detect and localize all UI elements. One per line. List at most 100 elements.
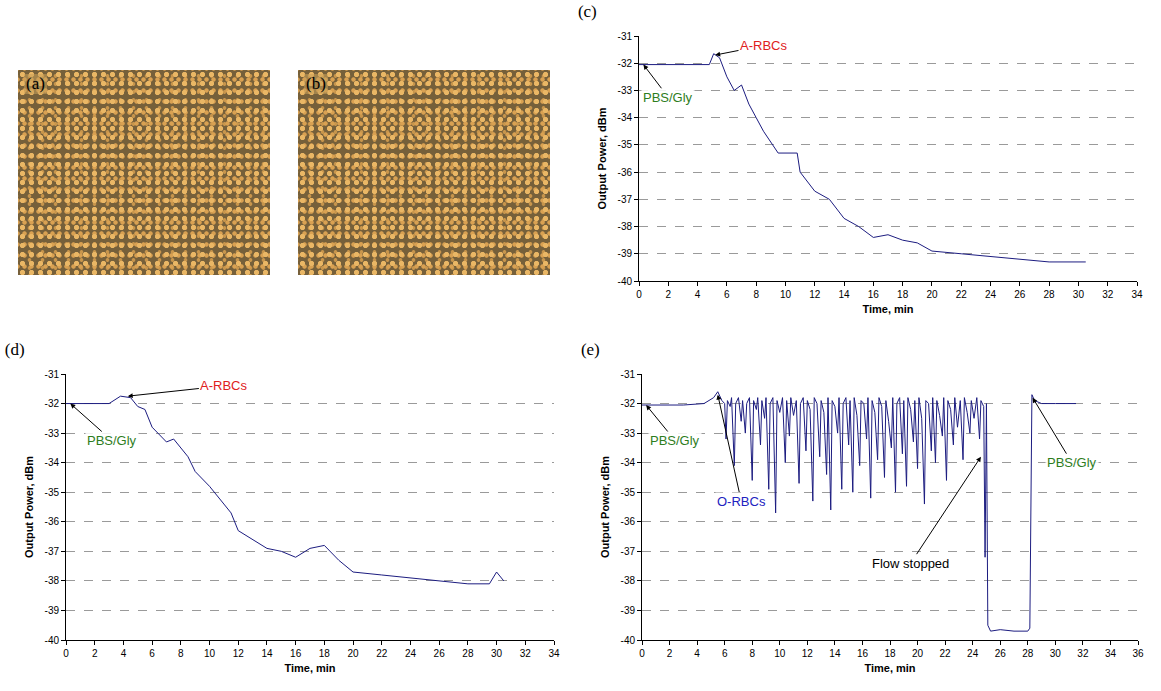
svg-text:4: 4: [121, 648, 127, 659]
svg-text:-38: -38: [621, 575, 636, 586]
svg-text:-36: -36: [618, 167, 633, 178]
svg-text:8: 8: [749, 648, 755, 659]
svg-text:16: 16: [857, 648, 869, 659]
svg-text:30: 30: [491, 648, 503, 659]
svg-text:-32: -32: [618, 58, 633, 69]
svg-text:12: 12: [233, 648, 245, 659]
svg-text:-35: -35: [621, 487, 636, 498]
svg-text:4: 4: [694, 648, 700, 659]
svg-text:36: 36: [1132, 648, 1144, 659]
svg-text:14: 14: [261, 648, 273, 659]
svg-text:-32: -32: [45, 398, 60, 409]
svg-text:18: 18: [897, 289, 909, 300]
svg-text:14: 14: [838, 289, 850, 300]
svg-text:28: 28: [1044, 289, 1056, 300]
svg-text:24: 24: [405, 648, 417, 659]
svg-text:16: 16: [290, 648, 302, 659]
svg-text:32: 32: [1077, 648, 1089, 659]
svg-text:-39: -39: [45, 605, 60, 616]
svg-text:-37: -37: [621, 546, 636, 557]
svg-text:32: 32: [1102, 289, 1114, 300]
svg-text:34: 34: [548, 648, 560, 659]
svg-text:22: 22: [940, 648, 952, 659]
svg-text:4: 4: [695, 289, 701, 300]
svg-text:A-RBCs: A-RBCs: [200, 378, 247, 393]
svg-text:8: 8: [178, 648, 184, 659]
svg-text:-39: -39: [618, 248, 633, 259]
svg-text:O-RBCs: O-RBCs: [717, 494, 766, 509]
svg-text:PBS/Gly: PBS/Gly: [650, 433, 700, 448]
svg-text:12: 12: [802, 648, 814, 659]
svg-text:0: 0: [63, 648, 69, 659]
svg-text:A-RBCs: A-RBCs: [740, 38, 787, 53]
svg-text:20: 20: [912, 648, 924, 659]
svg-text:10: 10: [774, 648, 786, 659]
svg-text:2: 2: [92, 648, 98, 659]
svg-text:-37: -37: [618, 194, 633, 205]
svg-text:0: 0: [636, 289, 642, 300]
svg-text:-38: -38: [618, 221, 633, 232]
svg-text:24: 24: [967, 648, 979, 659]
svg-text:Output Power, dBm: Output Power, dBm: [599, 456, 611, 558]
svg-text:-33: -33: [621, 428, 636, 439]
svg-text:14: 14: [829, 648, 841, 659]
svg-text:-31: -31: [618, 31, 633, 42]
svg-text:-34: -34: [45, 457, 60, 468]
svg-text:2: 2: [667, 648, 673, 659]
svg-text:-33: -33: [618, 85, 633, 96]
svg-text:-34: -34: [618, 112, 633, 123]
svg-text:-40: -40: [618, 276, 633, 287]
svg-text:PBS/Gly: PBS/Gly: [643, 90, 693, 105]
svg-text:-35: -35: [45, 487, 60, 498]
svg-text:32: 32: [520, 648, 532, 659]
svg-text:22: 22: [956, 289, 968, 300]
svg-text:-31: -31: [621, 369, 636, 380]
svg-text:26: 26: [434, 648, 446, 659]
svg-text:(c): (c): [578, 2, 597, 21]
svg-text:10: 10: [204, 648, 216, 659]
svg-text:Time, min: Time, min: [864, 662, 915, 674]
svg-text:Time, min: Time, min: [284, 662, 335, 674]
svg-text:28: 28: [1022, 648, 1034, 659]
svg-text:Time, min: Time, min: [862, 303, 913, 315]
svg-text:6: 6: [149, 648, 155, 659]
svg-text:-39: -39: [621, 605, 636, 616]
svg-text:Output Power, dBm: Output Power, dBm: [23, 456, 35, 558]
svg-text:-37: -37: [45, 546, 60, 557]
svg-text:12: 12: [809, 289, 821, 300]
svg-text:30: 30: [1050, 648, 1062, 659]
svg-text:-38: -38: [45, 575, 60, 586]
svg-text:26: 26: [995, 648, 1007, 659]
svg-text:Output Power, dBm: Output Power, dBm: [596, 107, 608, 209]
svg-text:-33: -33: [45, 428, 60, 439]
svg-text:30: 30: [1073, 289, 1085, 300]
svg-text:24: 24: [985, 289, 997, 300]
svg-text:18: 18: [319, 648, 331, 659]
svg-text:2: 2: [666, 289, 672, 300]
svg-text:Flow stopped: Flow stopped: [872, 556, 949, 571]
svg-text:-32: -32: [621, 398, 636, 409]
svg-text:18: 18: [884, 648, 896, 659]
svg-text:22: 22: [376, 648, 388, 659]
svg-text:0: 0: [639, 648, 645, 659]
svg-text:-35: -35: [618, 139, 633, 150]
svg-text:28: 28: [462, 648, 474, 659]
svg-text:-36: -36: [621, 516, 636, 527]
svg-text:6: 6: [724, 289, 730, 300]
svg-text:(d): (d): [5, 340, 25, 359]
svg-text:-40: -40: [45, 635, 60, 646]
svg-text:8: 8: [753, 289, 759, 300]
svg-text:-36: -36: [45, 516, 60, 527]
svg-text:20: 20: [347, 648, 359, 659]
svg-text:34: 34: [1105, 648, 1117, 659]
svg-text:-31: -31: [45, 369, 60, 380]
svg-text:-34: -34: [621, 457, 636, 468]
svg-text:16: 16: [868, 289, 880, 300]
svg-text:6: 6: [722, 648, 728, 659]
svg-text:(e): (e): [581, 340, 600, 359]
svg-text:-40: -40: [621, 635, 636, 646]
svg-text:34: 34: [1131, 289, 1143, 300]
svg-text:PBS/Gly: PBS/Gly: [1047, 455, 1097, 470]
svg-text:10: 10: [780, 289, 792, 300]
svg-text:26: 26: [1014, 289, 1026, 300]
